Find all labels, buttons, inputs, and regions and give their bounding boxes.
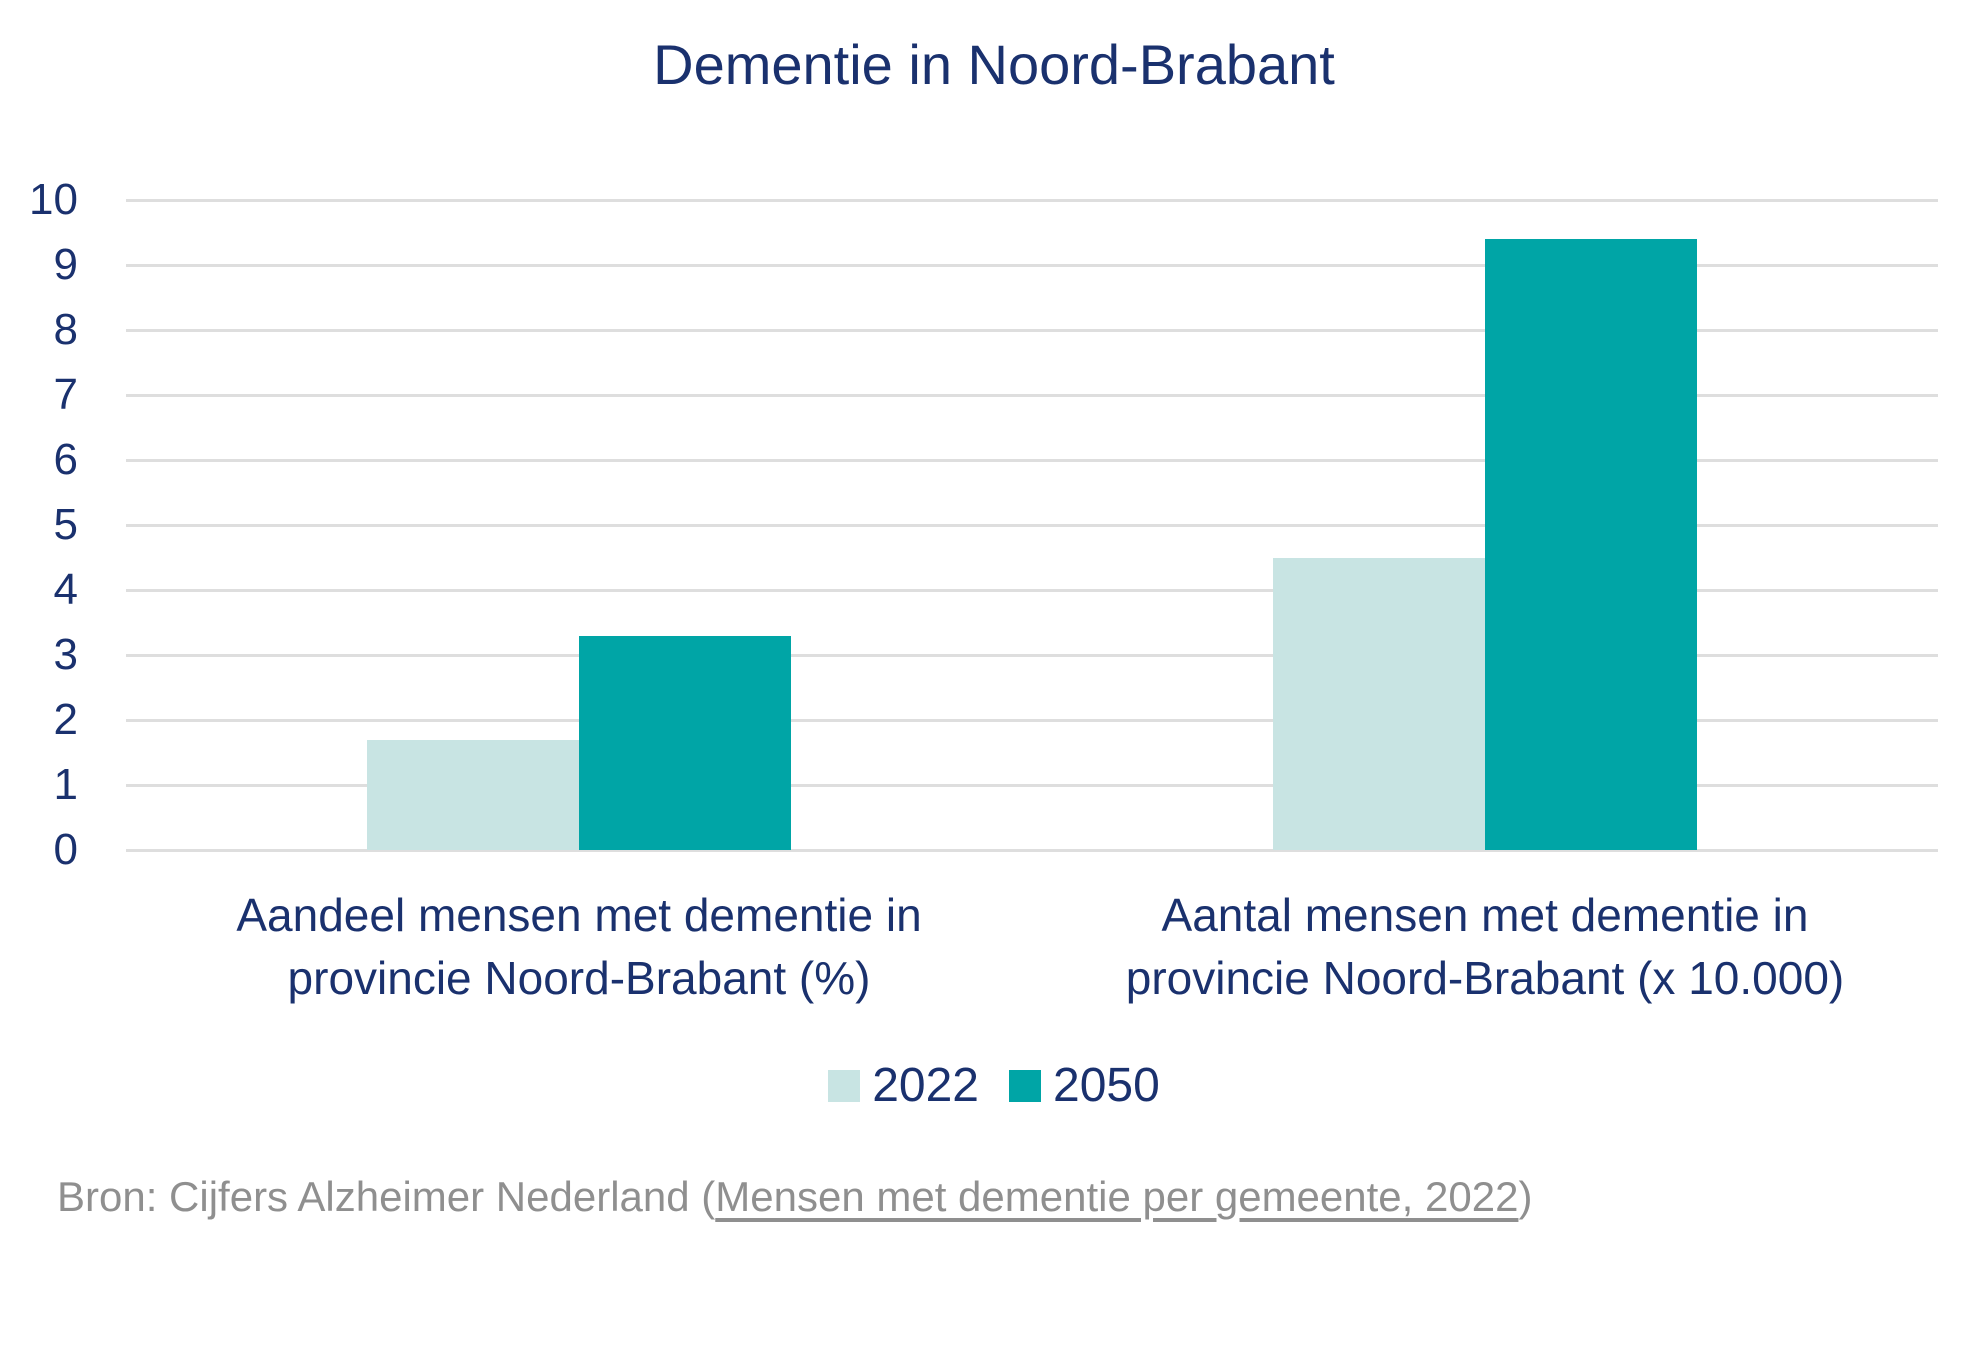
- gridline-9: [126, 263, 1938, 267]
- gridline-10: [126, 198, 1938, 202]
- source-suffix: ): [1518, 1173, 1533, 1220]
- bar-2050-category-1: [579, 635, 791, 850]
- y-tick-label-9: 9: [53, 240, 78, 289]
- bar-2050-category-2: [1485, 239, 1697, 850]
- y-tick-label-7: 7: [53, 370, 78, 419]
- gridline-3: [126, 653, 1938, 657]
- y-tick-label-10: 10: [29, 175, 78, 224]
- category-label-1: Aandeel mensen met dementie in provincie…: [236, 889, 922, 1004]
- y-tick-label-0: 0: [53, 825, 78, 874]
- legend-item-2022: 2022: [828, 1058, 979, 1113]
- legend-label-2022: 2022: [872, 1059, 979, 1112]
- y-tick-label-3: 3: [53, 630, 78, 679]
- bar-2022-category-1: [367, 739, 579, 850]
- y-tick-label-6: 6: [53, 435, 78, 484]
- gridline-2: [126, 718, 1938, 722]
- legend-label-2050: 2050: [1053, 1059, 1160, 1112]
- legend: 2022 2050: [0, 1058, 1988, 1113]
- y-tick-label-4: 4: [53, 565, 78, 614]
- y-tick-label-8: 8: [53, 305, 78, 354]
- y-tick-label-1: 1: [53, 760, 78, 809]
- legend-swatch-2022-icon: [828, 1069, 861, 1102]
- category-labels: Aandeel mensen met dementie in provincie…: [0, 884, 1988, 1014]
- legend-swatch-2050-icon: [1009, 1069, 1041, 1102]
- gridline-0: [126, 848, 1938, 852]
- y-tick-label-2: 2: [53, 695, 78, 744]
- y-axis-tick-labels: 0 1 2 3 4 5 6 7 8 9 10: [0, 175, 78, 874]
- source-link[interactable]: Mensen met dementie per gemeente, 2022: [715, 1173, 1519, 1220]
- gridline-6: [126, 458, 1938, 462]
- gridline-5: [126, 523, 1938, 527]
- bar-2022-category-2: [1273, 557, 1485, 850]
- source-text: Bron: Cijfers Alzheimer Nederland (Mense…: [57, 1170, 1532, 1224]
- legend-item-2050: 2050: [1009, 1058, 1160, 1113]
- gridline-4: [126, 588, 1938, 592]
- gridline-1: [126, 783, 1938, 787]
- gridline-7: [126, 393, 1938, 397]
- category-label-2: Aantal mensen met dementie in provincie …: [1125, 889, 1845, 1004]
- gridline-8: [126, 328, 1938, 332]
- y-tick-label-5: 5: [53, 500, 78, 549]
- chart-title: Dementie in Noord-Brabant: [653, 33, 1335, 96]
- source-prefix: Bron: Cijfers Alzheimer Nederland (: [57, 1173, 716, 1220]
- plot-area: [126, 198, 1938, 852]
